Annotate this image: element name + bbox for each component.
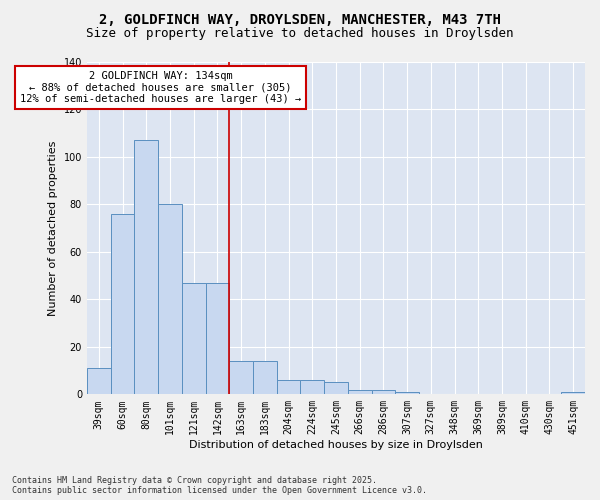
Bar (561, 392, 585, 394)
Bar (229, 361, 253, 394)
Text: Size of property relative to detached houses in Droylsden: Size of property relative to detached ho… (86, 28, 514, 40)
Bar (158, 204, 182, 394)
Bar (253, 361, 277, 394)
Bar (277, 380, 301, 394)
Bar (324, 382, 348, 394)
Bar (395, 392, 419, 394)
Bar (348, 390, 371, 394)
Bar (110, 214, 134, 394)
Text: 2, GOLDFINCH WAY, DROYLSDEN, MANCHESTER, M43 7TH: 2, GOLDFINCH WAY, DROYLSDEN, MANCHESTER,… (99, 12, 501, 26)
Y-axis label: Number of detached properties: Number of detached properties (48, 140, 58, 316)
Text: Contains HM Land Registry data © Crown copyright and database right 2025.
Contai: Contains HM Land Registry data © Crown c… (12, 476, 427, 495)
Bar (301, 380, 324, 394)
Bar (371, 390, 395, 394)
Bar (182, 282, 206, 395)
Bar (87, 368, 110, 394)
Text: 2 GOLDFINCH WAY: 134sqm
← 88% of detached houses are smaller (305)
12% of semi-d: 2 GOLDFINCH WAY: 134sqm ← 88% of detache… (20, 71, 301, 104)
X-axis label: Distribution of detached houses by size in Droylsden: Distribution of detached houses by size … (189, 440, 483, 450)
Bar (134, 140, 158, 394)
Bar (206, 282, 229, 395)
